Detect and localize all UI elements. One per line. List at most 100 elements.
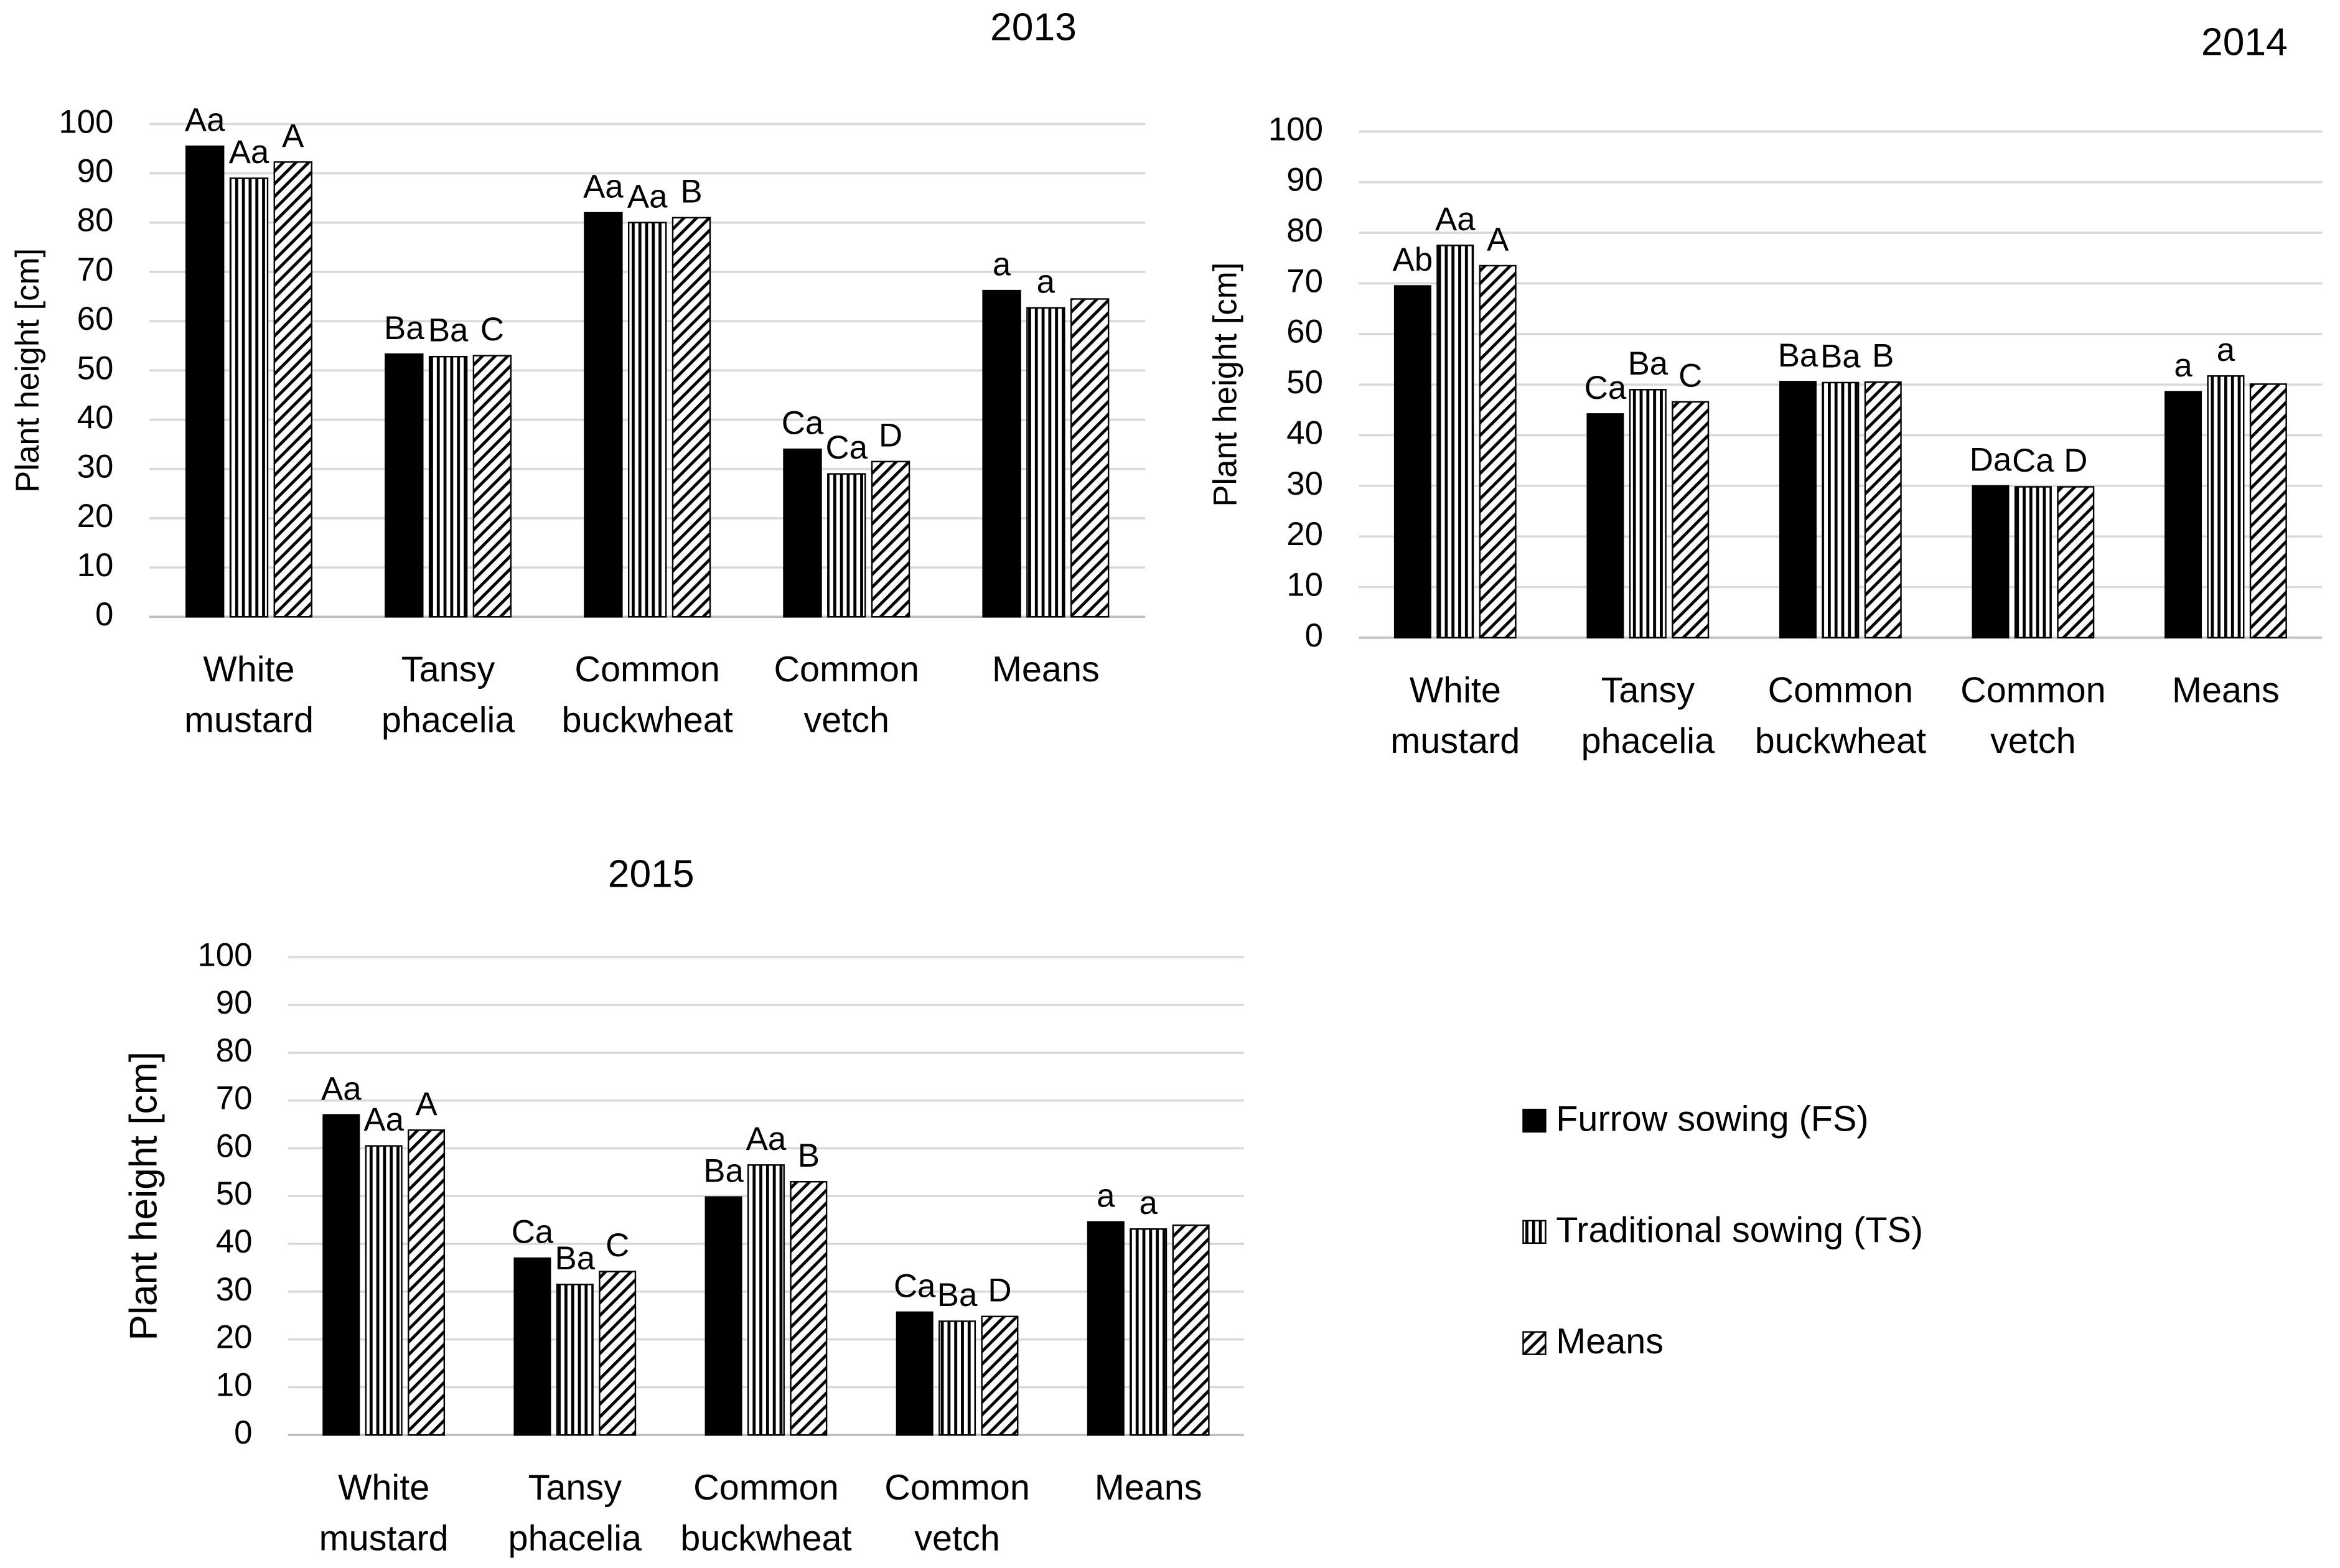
bar xyxy=(938,1320,976,1436)
significance-label: Aa xyxy=(363,1101,404,1138)
bar xyxy=(627,222,667,618)
chart-title: 2013 xyxy=(990,6,1077,49)
significance-label: a xyxy=(2174,347,2193,384)
legend-swatch xyxy=(1522,1331,1547,1355)
y-tick-label: 40 xyxy=(77,399,114,436)
y-tick-label: 50 xyxy=(216,1175,253,1212)
y-tick-label: 80 xyxy=(77,202,114,239)
y-tick-label: 40 xyxy=(216,1223,253,1260)
x-tick-label: Tansy phacelia xyxy=(508,1468,642,1559)
significance-label: Aa xyxy=(583,169,624,205)
y-tick-label: 70 xyxy=(216,1080,253,1117)
significance-label: Ab xyxy=(1393,241,1433,278)
bar xyxy=(2057,486,2095,639)
x-tick-label: Common vetch xyxy=(774,650,919,740)
legend-swatch xyxy=(1522,1108,1547,1133)
significance-label: D xyxy=(988,1272,1011,1309)
y-tick-label: 0 xyxy=(234,1414,252,1451)
bar xyxy=(2249,383,2287,639)
y-tick-label: 30 xyxy=(216,1271,253,1308)
significance-label: C xyxy=(606,1227,629,1264)
bar xyxy=(747,1164,785,1436)
significance-label: Ca xyxy=(512,1214,554,1251)
y-tick-label: 10 xyxy=(216,1366,253,1403)
significance-label: Ba xyxy=(384,310,424,347)
bar xyxy=(704,1196,742,1436)
y-tick-label: 10 xyxy=(1286,566,1323,603)
bar xyxy=(896,1311,934,1436)
x-tick-label: Tansy phacelia xyxy=(381,650,515,740)
significance-label: Ba xyxy=(1778,337,1818,374)
bar xyxy=(871,460,910,618)
y-tick-label: 80 xyxy=(1286,212,1323,249)
bar xyxy=(1087,1221,1125,1436)
chart-title: 2015 xyxy=(608,852,695,895)
y-tick-label: 70 xyxy=(77,251,114,288)
y-tick-label: 100 xyxy=(58,103,113,140)
y-tick-label: 90 xyxy=(1286,162,1323,198)
y-tick-label: 90 xyxy=(216,984,253,1021)
y-tick-label: 30 xyxy=(1286,465,1323,502)
y-tick-label: 20 xyxy=(216,1319,253,1356)
x-tick-label: Common buckwheat xyxy=(1755,671,1926,762)
y-tick-label: 100 xyxy=(197,936,252,973)
bar xyxy=(1672,401,1710,639)
bar xyxy=(1172,1224,1210,1436)
x-tick-label: Common vetch xyxy=(884,1468,1030,1559)
bar xyxy=(790,1181,828,1436)
significance-label: A xyxy=(1487,222,1509,258)
significance-label: a xyxy=(1140,1185,1158,1221)
significance-label: Ca xyxy=(826,429,868,466)
significance-label: Ba xyxy=(1820,338,1861,375)
significance-label: D xyxy=(879,417,902,454)
x-tick-label: Tansy phacelia xyxy=(1581,671,1715,762)
legend-label: Means xyxy=(1556,1322,1664,1361)
y-tick-label: 30 xyxy=(77,449,114,485)
legend-label: Traditional sowing (TS) xyxy=(1556,1210,1923,1250)
significance-label: a xyxy=(2217,332,2235,368)
x-tick-label: Common vetch xyxy=(1960,671,2106,762)
bar xyxy=(1026,307,1065,618)
significance-label: Aa xyxy=(627,178,668,215)
x-tick-label: Common buckwheat xyxy=(680,1468,851,1559)
y-tick-label: 20 xyxy=(77,498,114,534)
y-tick-label: 100 xyxy=(1268,111,1323,147)
significance-label: Ca xyxy=(2012,442,2054,479)
bar xyxy=(1822,381,1860,639)
y-tick-label: 60 xyxy=(1286,314,1323,350)
bar xyxy=(1130,1228,1168,1436)
bar xyxy=(2207,375,2245,639)
significance-label: Ca xyxy=(894,1267,936,1304)
bar xyxy=(273,161,312,618)
significance-label: A xyxy=(415,1086,438,1122)
significance-label: D xyxy=(2064,442,2087,479)
y-tick-label: 10 xyxy=(77,547,114,584)
bar xyxy=(1864,381,1902,639)
y-tick-label: 50 xyxy=(1286,364,1323,401)
bar xyxy=(1436,245,1474,639)
legend-label: Furrow sowing (FS) xyxy=(1556,1099,1868,1139)
y-tick-label: 20 xyxy=(1286,516,1323,553)
significance-label: Ca xyxy=(782,405,824,442)
significance-label: Ba xyxy=(555,1240,596,1277)
significance-label: Aa xyxy=(185,102,225,139)
significance-label: B xyxy=(680,173,702,210)
y-tick-label: 60 xyxy=(77,301,114,337)
significance-label: a xyxy=(1037,263,1055,300)
bar xyxy=(783,448,822,618)
y-tick-label: 80 xyxy=(216,1032,253,1069)
bar xyxy=(2014,486,2052,639)
bar xyxy=(584,212,623,618)
bar xyxy=(672,217,711,618)
bar xyxy=(365,1145,403,1436)
y-tick-label: 60 xyxy=(216,1127,253,1164)
significance-label: a xyxy=(1097,1177,1115,1214)
bar xyxy=(981,1315,1019,1436)
significance-label: a xyxy=(993,246,1011,283)
y-axis-label: Plant height [cm] xyxy=(123,1052,166,1341)
bar xyxy=(472,355,512,618)
bar xyxy=(1972,485,2010,639)
x-tick-label: Means xyxy=(2172,671,2280,711)
bar xyxy=(385,353,424,618)
